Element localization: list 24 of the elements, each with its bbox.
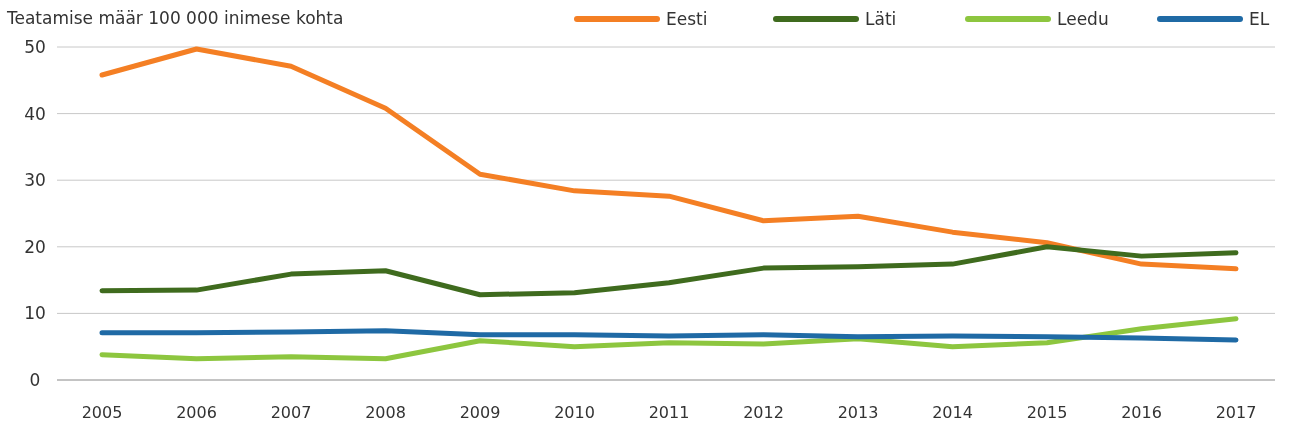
x-tick-label: 2009 xyxy=(459,403,501,421)
x-tick-label: 2008 xyxy=(365,403,406,421)
y-tick-label: 20 xyxy=(24,236,46,257)
y-tick-label: 0 xyxy=(29,369,41,390)
x-tick-label: 2016 xyxy=(1121,403,1162,421)
y-tick-label: 10 xyxy=(24,303,46,324)
legend-label: Eesti xyxy=(666,8,708,29)
legend-label: EL xyxy=(1249,8,1270,29)
x-tick-label: 2010 xyxy=(554,403,595,421)
legend-label: Leedu xyxy=(1057,8,1109,29)
x-tick-label: 2012 xyxy=(743,403,784,421)
y-tick-label: 30 xyxy=(24,170,46,191)
x-tick-label: 2017 xyxy=(1215,403,1257,421)
x-tick-label: 2011 xyxy=(648,403,690,421)
x-tick-label: 2007 xyxy=(270,403,312,421)
x-tick-label: 2013 xyxy=(837,403,879,421)
chart-title: Teatamise määr 100 000 inimese kohta xyxy=(6,8,344,28)
x-tick-label: 2006 xyxy=(176,403,217,421)
legend-label: Läti xyxy=(865,8,897,29)
y-tick-label: 40 xyxy=(24,103,46,124)
x-tick-label: 2014 xyxy=(932,403,973,421)
x-tick-label: 2005 xyxy=(81,403,123,421)
y-tick-label: 50 xyxy=(24,36,46,57)
x-tick-label: 2015 xyxy=(1026,403,1068,421)
